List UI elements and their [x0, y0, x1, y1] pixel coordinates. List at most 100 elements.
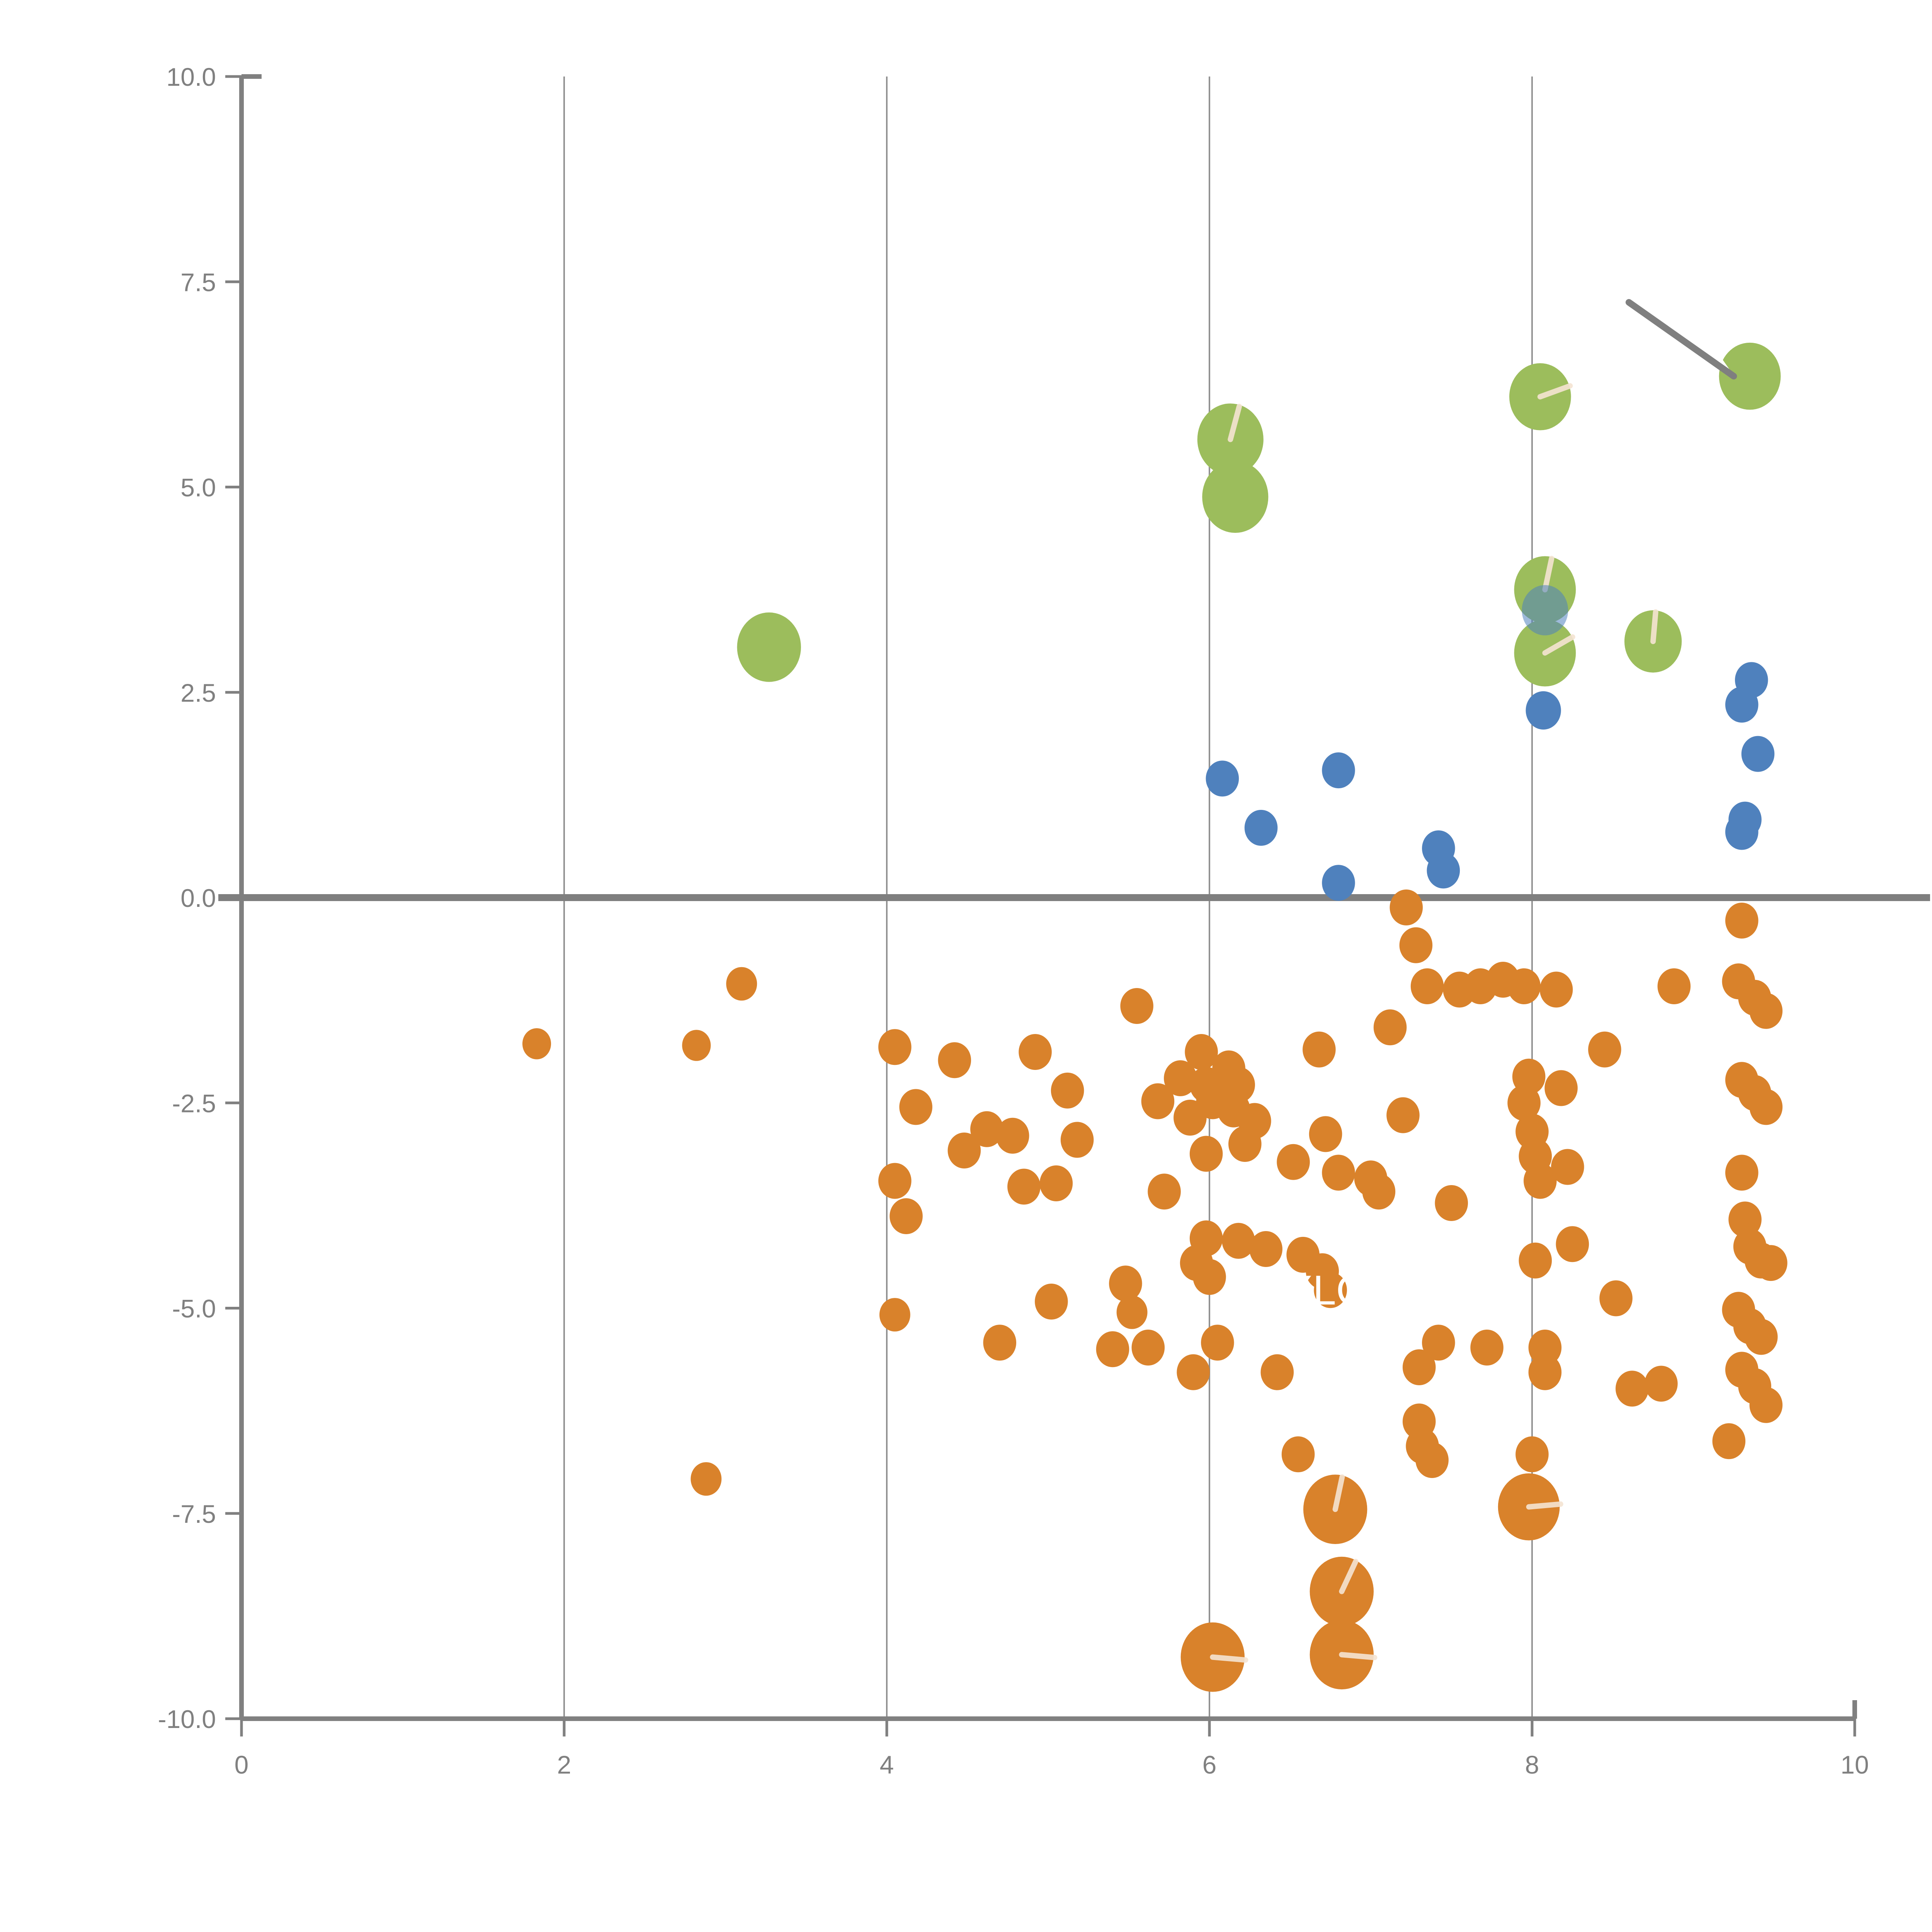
data-point-orange-1[interactable]	[682, 1030, 711, 1061]
data-point-orange-81[interactable]	[1519, 1242, 1552, 1279]
data-point-blue-3[interactable]	[1322, 865, 1355, 901]
data-point-blue-2[interactable]	[1322, 752, 1355, 789]
data-point-orange-87[interactable]	[1544, 1070, 1578, 1106]
data-point-orange-29[interactable]	[1185, 1034, 1218, 1070]
data-point-orange-50[interactable]	[1309, 1116, 1342, 1152]
data-point-orange-68[interactable]	[1415, 1442, 1449, 1478]
data-point-orange-112[interactable]	[1749, 1387, 1783, 1423]
data-point-orange-53[interactable]	[1314, 1272, 1347, 1308]
data-point-blue-12[interactable]	[1725, 814, 1759, 850]
data-point-blue-9[interactable]	[1725, 687, 1759, 723]
data-point-orange-48[interactable]	[1281, 1436, 1315, 1473]
data-point-blue-5[interactable]	[1427, 852, 1460, 889]
data-point-orange-23[interactable]	[1096, 1331, 1129, 1367]
data-point-orange-13[interactable]	[983, 1325, 1017, 1361]
data-point-orange-36[interactable]	[1177, 1354, 1210, 1390]
data-point-orange-63[interactable]	[1399, 927, 1433, 963]
data-point-orange-106[interactable]	[1754, 1245, 1787, 1281]
series-green[interactable]	[737, 342, 1781, 687]
data-point-orange-101[interactable]	[1749, 1089, 1783, 1125]
data-point-orange-51[interactable]	[1322, 1155, 1355, 1191]
data-point-orange-9[interactable]	[938, 1042, 971, 1078]
data-point-orange-11[interactable]	[970, 1111, 1003, 1147]
leader-line[interactable]	[1626, 299, 1737, 380]
data-point-blue-0[interactable]	[1206, 760, 1239, 797]
data-point-orange-8[interactable]	[879, 1298, 910, 1332]
data-point-orange-19[interactable]	[1060, 1122, 1094, 1158]
series-orange[interactable]	[522, 889, 1787, 1692]
data-point-blue-1[interactable]	[1244, 810, 1278, 846]
data-point-orange-65[interactable]	[1402, 1349, 1436, 1385]
data-point-orange-17[interactable]	[1039, 1165, 1073, 1201]
data-point-orange-37[interactable]	[1201, 1325, 1234, 1361]
data-point-orange-0[interactable]	[522, 1028, 551, 1060]
data-point-orange-22[interactable]	[1116, 1295, 1148, 1329]
data-point-orange-102[interactable]	[1725, 1155, 1759, 1191]
data-point-orange-49[interactable]	[1303, 1031, 1336, 1068]
data-point-blue-6[interactable]	[1522, 585, 1568, 636]
data-point-orange-73[interactable]	[1470, 1330, 1503, 1366]
data-point-orange-14[interactable]	[1019, 1034, 1052, 1070]
data-point-green-2[interactable]	[1202, 461, 1269, 533]
data-point-orange-15[interactable]	[1035, 1284, 1068, 1320]
data-point-orange-42[interactable]	[1222, 1223, 1255, 1259]
data-point-orange-91[interactable]	[1599, 1280, 1633, 1316]
data-point-orange-60[interactable]	[1373, 1009, 1407, 1046]
data-point-orange-31[interactable]	[1189, 1136, 1223, 1172]
data-point-orange-109[interactable]	[1745, 1319, 1778, 1355]
series-blue[interactable]	[1206, 585, 1775, 901]
data-point-orange-80[interactable]	[1524, 1163, 1557, 1199]
data-point-orange-26[interactable]	[1148, 1173, 1181, 1210]
data-point-orange-16[interactable]	[1007, 1168, 1041, 1205]
data-point-green-0[interactable]	[737, 612, 801, 682]
data-point-orange-24[interactable]	[1131, 1330, 1165, 1366]
data-point-orange-94[interactable]	[1657, 968, 1691, 1004]
data-point-orange-90[interactable]	[1588, 1031, 1621, 1068]
data-point-orange-20[interactable]	[1120, 988, 1153, 1024]
data-point-orange-62[interactable]	[1389, 889, 1423, 925]
data-point-orange-75[interactable]	[1507, 968, 1541, 1004]
data-point-orange-5[interactable]	[899, 1089, 932, 1125]
data-point-orange-89[interactable]	[1556, 1226, 1589, 1262]
data-point-orange-69[interactable]	[1422, 1325, 1455, 1361]
data-point-orange-25[interactable]	[1141, 1083, 1175, 1119]
data-point-orange-45[interactable]	[1260, 1354, 1294, 1390]
data-point-orange-82[interactable]	[1528, 1330, 1562, 1366]
data-point-orange-3[interactable]	[690, 1462, 722, 1496]
data-point-orange-40[interactable]	[1222, 1067, 1255, 1103]
data-point-orange-6[interactable]	[878, 1163, 912, 1199]
data-point-orange-70[interactable]	[1435, 1185, 1468, 1221]
data-point-green-4[interactable]	[1719, 342, 1781, 410]
data-point-orange-93[interactable]	[1645, 1366, 1678, 1402]
data-point-orange-7[interactable]	[889, 1198, 923, 1234]
data-point-orange-4[interactable]	[878, 1029, 912, 1065]
data-point-orange-35[interactable]	[1193, 1259, 1226, 1295]
data-point-orange-88[interactable]	[1551, 1149, 1584, 1185]
data-point-orange-98[interactable]	[1749, 993, 1783, 1029]
data-point-orange-21[interactable]	[1109, 1265, 1142, 1302]
data-point-orange-83[interactable]	[1528, 1354, 1562, 1390]
data-point-orange-59[interactable]	[1362, 1173, 1396, 1210]
data-point-orange-12[interactable]	[996, 1117, 1029, 1154]
data-point-orange-95[interactable]	[1725, 903, 1759, 939]
data-point-orange-43[interactable]	[1238, 1103, 1271, 1139]
data-point-orange-61[interactable]	[1386, 1097, 1420, 1133]
data-point-orange-84[interactable]	[1515, 1436, 1549, 1473]
data-point-orange-86[interactable]	[1539, 971, 1573, 1008]
data-point-orange-10[interactable]	[947, 1133, 981, 1168]
data-point-orange-77[interactable]	[1507, 1085, 1541, 1121]
data-point-blue-7[interactable]	[1526, 691, 1561, 730]
data-point-orange-27[interactable]	[1164, 1060, 1197, 1096]
x-tick-label-5: 10	[1840, 1750, 1869, 1779]
data-point-orange-113[interactable]	[1712, 1423, 1746, 1459]
data-point-blue-10[interactable]	[1741, 736, 1775, 772]
data-point-orange-18[interactable]	[1051, 1072, 1084, 1109]
xlc-label[interactable]: XLC	[1285, 1267, 1366, 1313]
data-point-orange-103[interactable]	[1728, 1201, 1762, 1238]
data-point-orange-44[interactable]	[1249, 1231, 1282, 1267]
data-point-orange-64[interactable]	[1410, 968, 1444, 1004]
data-point-orange-2[interactable]	[726, 967, 757, 1001]
data-point-orange-46[interactable]	[1277, 1144, 1310, 1180]
data-point-orange-92[interactable]	[1616, 1371, 1649, 1407]
